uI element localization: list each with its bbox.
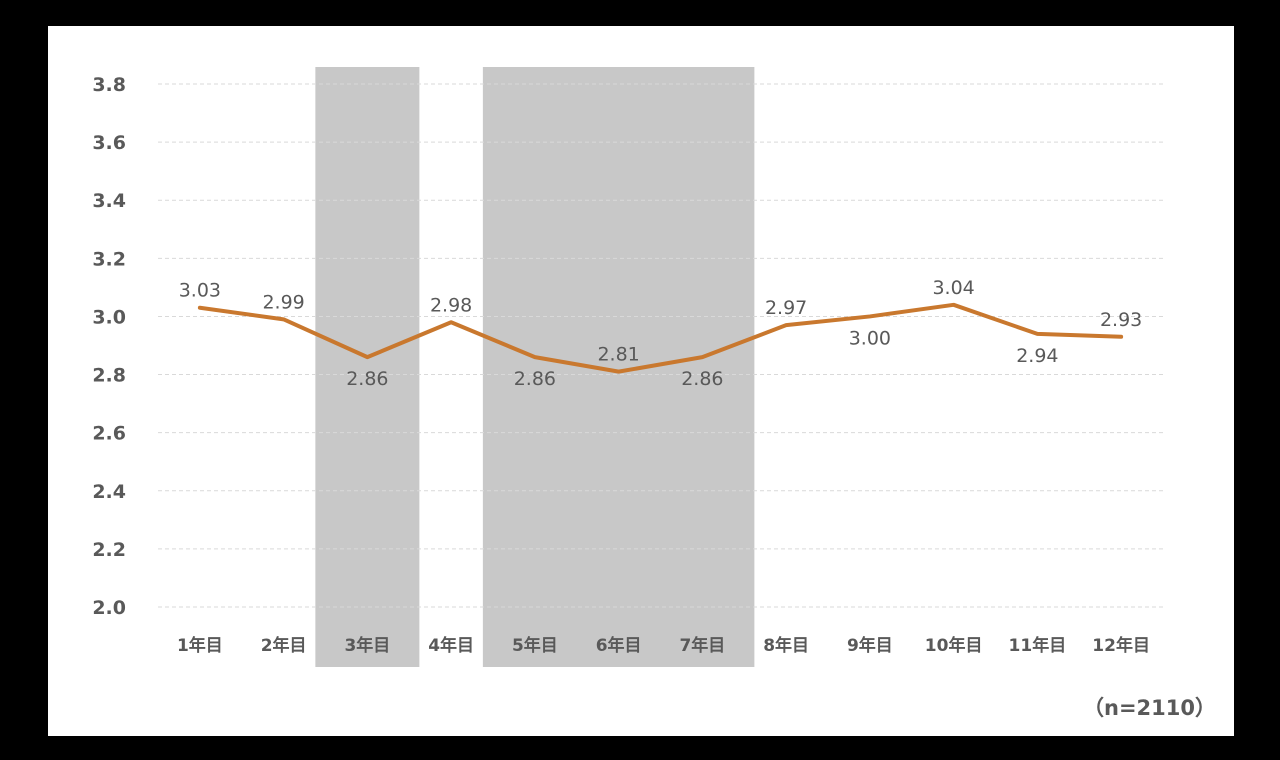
- y-tick-label: 2.2: [92, 539, 126, 561]
- x-tick-label: 5年目: [512, 635, 558, 656]
- y-tick-label: 3.8: [92, 74, 126, 96]
- highlight-band: [315, 67, 420, 667]
- x-tick-label: 10年目: [925, 635, 983, 656]
- x-tick-label: 12年目: [1092, 635, 1150, 656]
- data-label: 2.93: [1100, 309, 1142, 331]
- data-label: 2.98: [430, 294, 472, 316]
- data-label: 3.03: [179, 280, 221, 302]
- line-chart: 2.0 2.2 2.4 2.6 2.8 3.0 3.2 3.4 3.6 3.8 1年目 2年目 3年目…: [92, 67, 1163, 667]
- y-tick-label: 2.8: [92, 365, 126, 387]
- data-label: 2.97: [765, 297, 807, 319]
- chart-panel: 2.0 2.2 2.4 2.6 2.8 3.0 3.2 3.4 3.6 3.8 1年目 2年目 3年目…: [48, 26, 1234, 736]
- highlight-band: [482, 67, 755, 667]
- y-tick-label: 3.0: [92, 306, 126, 328]
- y-tick-label: 2.4: [92, 481, 126, 503]
- data-label: 2.86: [346, 368, 388, 390]
- y-tick-label: 3.4: [92, 190, 126, 212]
- x-tick-label: 1年目: [177, 635, 223, 656]
- data-label: 2.81: [597, 344, 639, 366]
- data-label: 2.86: [681, 368, 723, 390]
- x-tick-label: 6年目: [596, 635, 642, 656]
- x-tick-label: 11年目: [1009, 635, 1067, 656]
- x-tick-label: 8年目: [763, 635, 809, 656]
- data-label: 3.04: [932, 277, 974, 299]
- x-tick-label: 4年目: [428, 635, 474, 656]
- data-label: 3.00: [849, 327, 891, 349]
- data-label: 2.99: [262, 291, 304, 313]
- x-tick-label: 3年目: [344, 635, 390, 656]
- sample-size-note: （n=2110）: [1083, 696, 1216, 720]
- y-tick-label: 2.6: [92, 423, 126, 445]
- x-tick-label: 7年目: [679, 635, 725, 656]
- series-line: [197, 302, 1124, 374]
- data-label: 2.86: [514, 368, 556, 390]
- y-tick-label: 2.0: [92, 597, 126, 619]
- x-tick-label: 2年目: [261, 635, 307, 656]
- y-tick-label: 3.6: [92, 132, 126, 154]
- x-tick-label: 9年目: [847, 635, 893, 656]
- data-label: 2.94: [1016, 345, 1058, 367]
- y-tick-label: 3.2: [92, 248, 126, 270]
